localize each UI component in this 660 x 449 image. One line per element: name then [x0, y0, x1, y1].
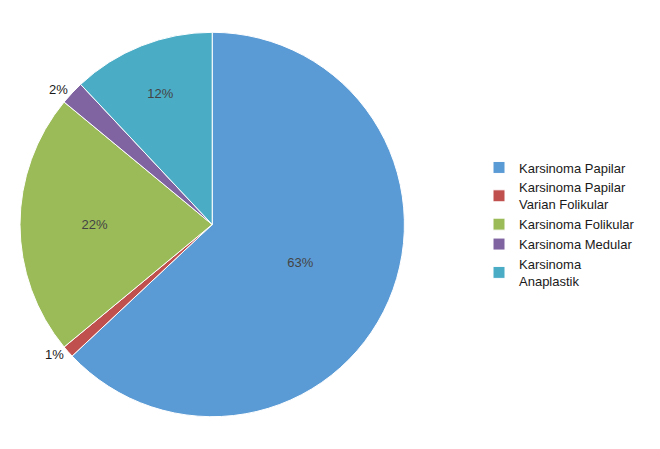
svg-text:Karsinoma Papilar: Karsinoma Papilar	[519, 161, 626, 176]
svg-text:Karsinoma PapilarVarian Foliku: Karsinoma PapilarVarian Folikular	[519, 180, 626, 212]
svg-text:1%: 1%	[45, 347, 64, 362]
svg-text:63%: 63%	[287, 255, 313, 270]
svg-text:Karsinoma Medular: Karsinoma Medular	[519, 237, 632, 252]
svg-text:KarsinomaAnaplastik: KarsinomaAnaplastik	[519, 257, 582, 289]
svg-text:12%: 12%	[147, 86, 173, 101]
svg-text:22%: 22%	[82, 217, 108, 232]
svg-text:Karsinoma Folikular: Karsinoma Folikular	[519, 217, 635, 232]
svg-text:2%: 2%	[49, 82, 68, 97]
